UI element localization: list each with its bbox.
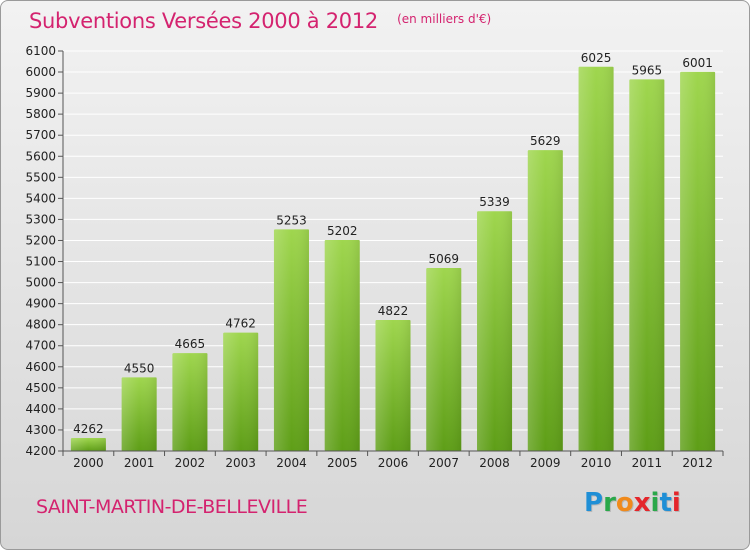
x-tick-label: 2011 [632, 456, 663, 470]
y-tick-label: 5500 [25, 170, 56, 184]
x-tick-label: 2007 [428, 456, 459, 470]
data-label: 6025 [581, 51, 612, 65]
x-tick-label: 2003 [225, 456, 256, 470]
x-axis: 2000 2001 2002 2003 2004 2005 2006 2007 2008 2009… [62, 450, 724, 470]
y-tick-label: 4800 [25, 318, 56, 332]
data-label: 5339 [479, 195, 510, 209]
bar-shine [172, 353, 208, 451]
y-tick-label: 6100 [25, 44, 56, 58]
data-label: 4262 [73, 422, 104, 436]
commune-name: SAINT-MARTIN-DE-BELLEVILLE [36, 496, 308, 518]
data-label: 5069 [428, 252, 459, 266]
x-tick-label: 2006 [378, 456, 409, 470]
data-label: 4762 [225, 317, 256, 331]
data-label: 5629 [530, 134, 561, 148]
x-tick-label: 2010 [581, 456, 612, 470]
logo-letter: i [650, 488, 660, 518]
x-tick-label: 2009 [530, 456, 561, 470]
logo-letter: P [584, 488, 604, 518]
y-tick-label: 4700 [25, 339, 56, 353]
y-tick-label: 6000 [25, 65, 56, 79]
bars: 4262 4550 4665 4762 5253 5202 4822 5069 5339 5629… [70, 51, 716, 451]
data-label: 4822 [378, 304, 409, 318]
y-tick-label: 4200 [25, 444, 56, 458]
y-tick-label: 5000 [25, 276, 56, 290]
data-label: 4665 [175, 337, 206, 351]
y-tick-label: 4400 [25, 402, 56, 416]
x-tick-label: 2004 [276, 456, 307, 470]
y-tick-label: 4600 [25, 360, 56, 374]
y-tick-label: 5600 [25, 149, 56, 163]
title-row: Subventions Versées 2000 à 2012 (en mill… [29, 9, 491, 33]
x-tick-label: 2002 [175, 456, 206, 470]
data-label: 5253 [276, 213, 307, 227]
bar-shine [527, 150, 563, 451]
bar-shine [629, 79, 665, 451]
bar-shine [477, 211, 513, 451]
data-label: 5965 [632, 63, 663, 77]
y-tick-label: 4300 [25, 423, 56, 437]
bar-shine [70, 437, 106, 451]
logo-letter: t [659, 488, 672, 518]
y-tick-label: 4500 [25, 381, 56, 395]
data-label: 5202 [327, 224, 358, 238]
x-tick-label: 2005 [327, 456, 358, 470]
logo-letter: i [671, 488, 681, 518]
y-tick-label: 4900 [25, 297, 56, 311]
y-tick-label: 5100 [25, 255, 56, 269]
logo-letter: r [603, 488, 616, 518]
bar-shine [578, 66, 614, 451]
data-label: 4550 [124, 361, 155, 375]
y-axis: 4200 4300 4400 4500 4600 4700 4800 4900 5000 5100… [25, 44, 64, 458]
bar-shine [680, 71, 716, 451]
y-tick-label: 5700 [25, 128, 56, 142]
x-tick-label: 2001 [124, 456, 155, 470]
y-tick-label: 5900 [25, 86, 56, 100]
y-tick-label: 5300 [25, 212, 56, 226]
proxiti-logo: Proxiti [584, 488, 681, 518]
data-label: 6001 [682, 56, 713, 70]
bar-shine [273, 229, 309, 451]
x-tick-label: 2012 [682, 456, 713, 470]
x-tick-label: 2008 [479, 456, 510, 470]
logo-letter: o [615, 488, 634, 518]
x-tick-label: 2000 [73, 456, 104, 470]
y-tick-label: 5800 [25, 107, 56, 121]
logo-letter: x [633, 488, 651, 518]
y-tick-label: 5400 [25, 191, 56, 205]
bar-shine [121, 377, 157, 451]
bar-shine [426, 268, 462, 451]
y-tick-label: 5200 [25, 233, 56, 247]
chart-subtitle: (en milliers d'€) [397, 12, 492, 26]
bar-shine [223, 332, 259, 451]
chart-title: Subventions Versées 2000 à 2012 [29, 9, 378, 33]
bar-shine [375, 320, 411, 451]
bar-shine [324, 240, 360, 451]
